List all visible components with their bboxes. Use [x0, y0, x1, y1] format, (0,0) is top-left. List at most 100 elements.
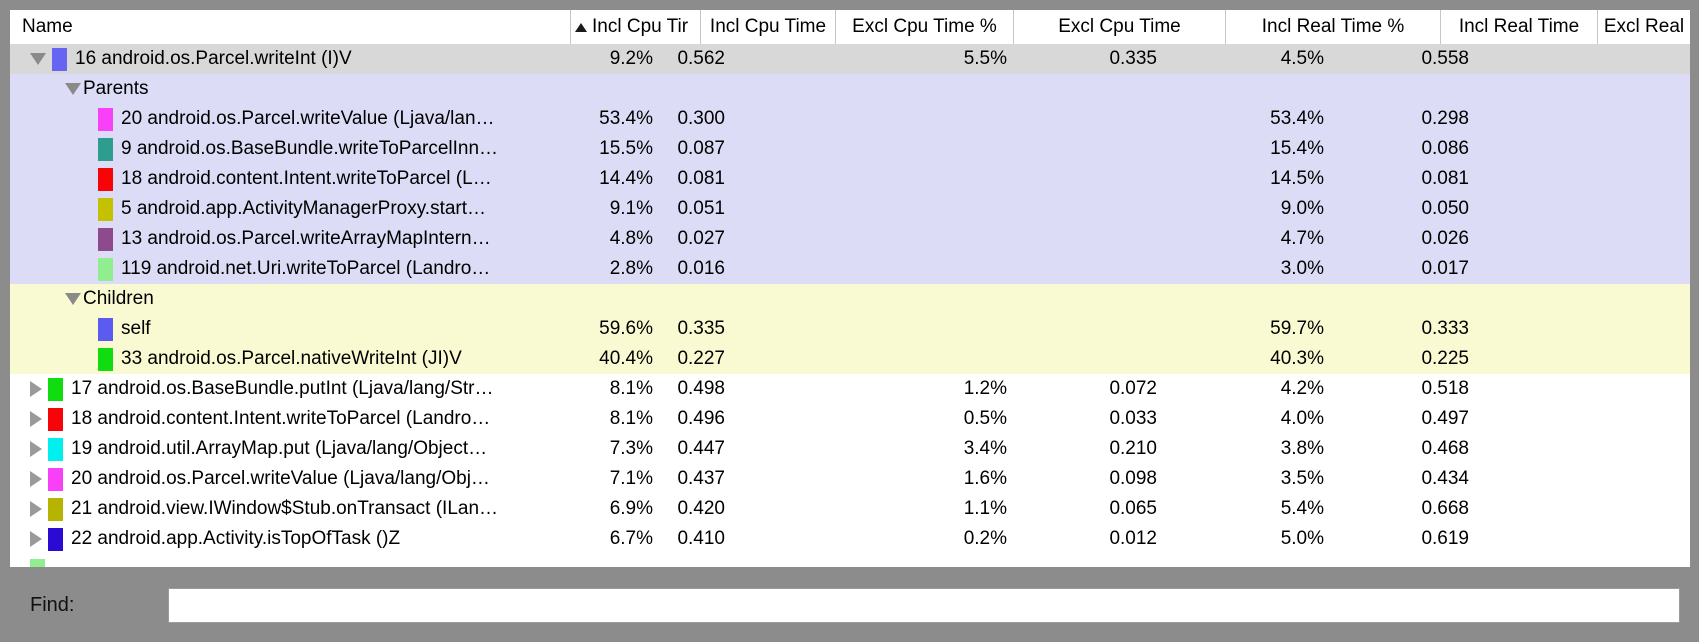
- value-cell: 1.1%: [963, 498, 1007, 519]
- find-input[interactable]: [168, 588, 1680, 623]
- method-color-chip: [48, 467, 63, 491]
- name-cell: 13 android.os.Parcel.writeArrayMapIntern…: [10, 224, 570, 254]
- method-name-label: 9 android.os.BaseBundle.writeToParcelInn…: [121, 138, 499, 159]
- value-cell: 0.410: [677, 528, 725, 549]
- value-cell: 0.027: [677, 228, 725, 249]
- name-cell: [10, 554, 570, 567]
- name-cell: Children: [10, 284, 570, 314]
- value-cell: 0.072: [1109, 378, 1157, 399]
- value-cell: 59.7%: [1270, 318, 1324, 339]
- table-row[interactable]: 9 android.os.BaseBundle.writeToParcelInn…: [10, 134, 1690, 164]
- table-row[interactable]: 18 android.content.Intent.writeToParcel …: [10, 164, 1690, 194]
- value-cell: 3.4%: [963, 438, 1007, 459]
- value-cell: 0.300: [677, 108, 725, 129]
- column-header-excl-cpu-time-[interactable]: Excl Cpu Time %: [835, 10, 1013, 44]
- value-cell: 6.9%: [609, 498, 653, 519]
- value-cell: 0.498: [677, 378, 725, 399]
- method-color-chip: [48, 527, 63, 551]
- method-name-label: 17 android.os.BaseBundle.putInt (Ljava/l…: [71, 378, 494, 399]
- table-row[interactable]: 33 android.os.Parcel.nativeWriteInt (JI)…: [10, 344, 1690, 374]
- value-cell: 53.4%: [1270, 108, 1324, 129]
- expand-triangle-icon[interactable]: [30, 471, 42, 487]
- value-cell: 7.3%: [609, 438, 653, 459]
- value-cell: 3.8%: [1280, 438, 1324, 459]
- method-color-chip: [98, 137, 113, 161]
- section-row-children[interactable]: Children: [10, 284, 1690, 314]
- method-color-chip: [52, 47, 67, 71]
- column-header-label: Excl Cpu Time: [1058, 16, 1181, 37]
- value-cell: 40.4%: [599, 348, 653, 369]
- column-header-name[interactable]: Name: [10, 10, 570, 44]
- value-cell: 2.8%: [609, 258, 653, 279]
- sort-ascending-icon: [575, 22, 587, 32]
- table-row[interactable]: 5 android.app.ActivityManagerProxy.start…: [10, 194, 1690, 224]
- value-cell: 7.1%: [609, 468, 653, 489]
- value-cell: 0.065: [1109, 498, 1157, 519]
- expand-triangle-icon[interactable]: [30, 381, 42, 397]
- method-name-label: 119 android.net.Uri.writeToParcel (Landr…: [121, 258, 491, 279]
- table-row[interactable]: 18 android.content.Intent.writeToParcel …: [10, 404, 1690, 434]
- value-cell: 9.1%: [609, 198, 653, 219]
- collapse-triangle-icon[interactable]: [30, 53, 46, 65]
- method-color-chip: [98, 317, 113, 341]
- name-cell: 18 android.content.Intent.writeToParcel …: [10, 404, 570, 434]
- value-cell: 0.434: [1421, 468, 1469, 489]
- expand-triangle-icon[interactable]: [30, 531, 42, 547]
- collapse-triangle-icon[interactable]: [65, 293, 81, 305]
- column-header-incl-cpu-tir[interactable]: Incl Cpu Tir: [570, 10, 700, 44]
- table-row[interactable]: self 59.6% 0.335 59.7% 0.333: [10, 314, 1690, 344]
- method-color-chip: [98, 167, 113, 191]
- name-cell: 17 android.os.BaseBundle.putInt (Ljava/l…: [10, 374, 570, 404]
- table-row[interactable]: 21 android.view.IWindow$Stub.onTransact …: [10, 494, 1690, 524]
- column-header-label: Incl Cpu Tir: [592, 16, 689, 37]
- method-name-label: Children: [83, 288, 154, 309]
- table-row[interactable]: 19 android.util.ArrayMap.put (Ljava/lang…: [10, 434, 1690, 464]
- name-cell: 20 android.os.Parcel.writeValue (Ljava/l…: [10, 104, 570, 134]
- value-cell: 0.098: [1109, 468, 1157, 489]
- value-cell: 0.447: [677, 438, 725, 459]
- method-name-label: 20 android.os.Parcel.writeValue (Ljava/l…: [71, 468, 490, 489]
- value-cell: 0.081: [1421, 168, 1469, 189]
- column-header-excl-cpu-time[interactable]: Excl Cpu Time: [1013, 10, 1225, 44]
- name-cell: 20 android.os.Parcel.writeValue (Ljava/l…: [10, 464, 570, 494]
- method-color-chip: [98, 107, 113, 131]
- value-cell: 0.668: [1421, 498, 1469, 519]
- value-cell: 3.5%: [1280, 468, 1324, 489]
- value-cell: 8.1%: [609, 408, 653, 429]
- column-header-incl-real-time[interactable]: Incl Real Time: [1440, 10, 1597, 44]
- value-cell: 0.012: [1109, 528, 1157, 549]
- value-cell: 15.5%: [599, 138, 653, 159]
- name-cell: 5 android.app.ActivityManagerProxy.start…: [10, 194, 570, 224]
- value-cell: 9.0%: [1280, 198, 1324, 219]
- table-row[interactable]: 13 android.os.Parcel.writeArrayMapIntern…: [10, 224, 1690, 254]
- table-row[interactable]: 20 android.os.Parcel.writeValue (Ljava/l…: [10, 464, 1690, 494]
- method-color-chip: [48, 437, 63, 461]
- expand-triangle-icon[interactable]: [30, 411, 42, 427]
- value-cell: 0.050: [1421, 198, 1469, 219]
- value-cell: 0.298: [1421, 108, 1469, 129]
- method-color-chip: [98, 227, 113, 251]
- table-row[interactable]: 22 android.app.Activity.isTopOfTask ()Z 6…: [10, 524, 1690, 554]
- expand-triangle-icon[interactable]: [30, 441, 42, 457]
- method-name-label: Parents: [83, 78, 149, 99]
- value-cell: 1.2%: [963, 378, 1007, 399]
- value-cell: 15.4%: [1270, 138, 1324, 159]
- table-row[interactable]: [10, 554, 1690, 567]
- value-cell: 0.2%: [963, 528, 1007, 549]
- table-row[interactable]: 17 android.os.BaseBundle.putInt (Ljava/l…: [10, 374, 1690, 404]
- column-header-excl-real[interactable]: Excl Real: [1597, 10, 1690, 44]
- table-row[interactable]: 16 android.os.Parcel.writeInt (I)V 9.2% 0.…: [10, 44, 1690, 74]
- column-header-incl-cpu-time[interactable]: Incl Cpu Time: [700, 10, 835, 44]
- section-row-parents[interactable]: Parents: [10, 74, 1690, 104]
- collapse-triangle-icon[interactable]: [65, 83, 81, 95]
- column-header-incl-real-time-[interactable]: Incl Real Time %: [1225, 10, 1440, 44]
- expand-triangle-icon[interactable]: [30, 501, 42, 517]
- value-cell: 4.8%: [609, 228, 653, 249]
- value-cell: 0.210: [1109, 438, 1157, 459]
- method-name-label: 5 android.app.ActivityManagerProxy.start…: [121, 198, 487, 219]
- value-cell: 4.7%: [1280, 228, 1324, 249]
- method-color-chip: [30, 559, 45, 567]
- table-row[interactable]: 20 android.os.Parcel.writeValue (Ljava/l…: [10, 104, 1690, 134]
- table-row[interactable]: 119 android.net.Uri.writeToParcel (Landr…: [10, 254, 1690, 284]
